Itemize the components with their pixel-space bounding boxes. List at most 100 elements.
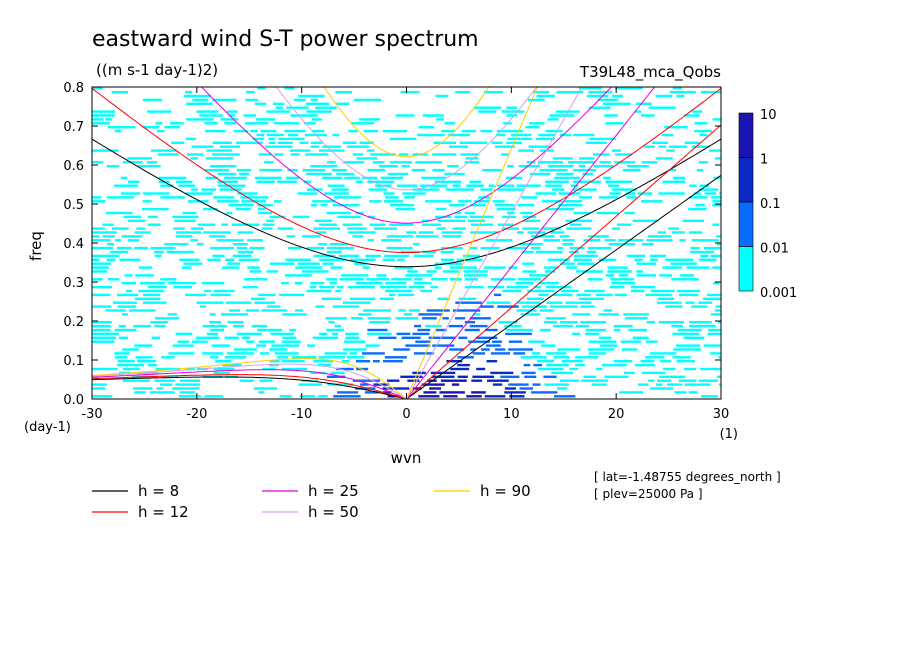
heatmap-cell [418,231,434,234]
heatmap-cell [557,246,564,250]
heatmap-cell [329,243,349,246]
heatmap-cell [160,196,185,199]
y-unit-label: (day-1) [24,420,71,435]
heatmap-cell [553,293,573,297]
heatmap-cell [415,161,442,164]
heatmap-cell [325,317,348,320]
heatmap-cell [245,98,258,102]
heatmap-cell [418,313,443,316]
heatmap-cell [143,192,170,195]
heatmap-cell [533,90,549,94]
heatmap-cell [500,375,520,378]
heatmap-cell [298,383,322,386]
heatmap-cell [398,293,414,297]
heatmap-cell [531,391,558,394]
heatmap-cell [522,270,537,273]
heatmap-cell [262,223,275,226]
heatmap-cell [407,379,420,382]
colorbar-swatch [738,201,754,247]
heatmap-cell [689,196,708,199]
heatmap-cell [429,387,442,390]
heatmap-cell [564,200,582,203]
heatmap-cell [533,363,542,367]
x-tick-label: -30 [81,407,102,422]
heatmap-cell [569,367,578,371]
heatmap-cell [625,192,636,195]
heatmap-cell [335,289,342,293]
heatmap-cell [462,254,480,258]
heatmap-cell [691,110,703,113]
heatmap-cell [381,239,402,242]
heatmap-cell [623,371,635,375]
heatmap-cell [279,395,292,398]
heatmap-cell [142,200,152,203]
heatmap-cell [404,196,415,199]
heatmap-cell [122,367,140,371]
heatmap-cell [179,391,196,394]
heatmap-cell [386,246,413,250]
heatmap-cell [258,340,275,343]
heatmap-cell [399,153,409,156]
heatmap-cell [281,367,307,371]
colorbar-label: 0.01 [760,242,789,257]
heatmap-cell [538,367,564,371]
heatmap-cell [501,110,525,113]
heatmap-cell [343,301,371,304]
heatmap-cell [657,231,666,234]
heatmap-cell [231,223,260,226]
heatmap-cell [622,348,638,351]
heatmap-cell [138,266,153,269]
heatmap-cell [405,274,433,277]
heatmap-cell [454,211,462,215]
heatmap-cell [614,161,636,164]
heatmap-cell [718,356,721,359]
heatmap-cell [220,118,239,121]
heatmap-cell [689,321,712,324]
heatmap-cell [333,395,361,398]
heatmap-cell [636,270,643,273]
heatmap-cell [522,305,547,308]
heatmap-cell [199,305,206,308]
heatmap-cell [552,324,574,328]
heatmap-cell [637,383,649,386]
heatmap-cells [92,87,721,398]
heatmap-cell [719,192,721,195]
heatmap-cell [515,282,534,285]
heatmap-cell [368,188,387,191]
heatmap-cell [543,239,561,242]
heatmap-cell [551,371,574,375]
heatmap-cell [711,196,721,199]
heatmap-cell [335,102,350,105]
heatmap-cell [201,282,225,285]
heatmap-cell [195,336,220,339]
heatmap-cell [561,289,579,293]
heatmap-cell [603,309,613,312]
heatmap-cell [560,321,578,324]
heatmap-cell [516,309,537,312]
heatmap-cell [204,395,224,398]
heatmap-cell [378,336,397,339]
heatmap-cell [578,165,586,168]
heatmap-cell [678,379,697,382]
heatmap-cell [342,141,357,144]
heatmap-cell [667,383,683,386]
heatmap-cell [210,246,235,250]
heatmap-cell [492,200,505,203]
heatmap-cell [324,192,349,195]
heatmap-cell [279,293,305,297]
heatmap-cell [281,340,301,343]
heatmap-cell [359,141,374,144]
heatmap-cell [246,340,255,343]
heatmap-cell [615,87,643,90]
heatmap-cell [247,266,260,269]
heatmap-cell [315,106,337,109]
heatmap-cell [669,168,676,172]
heatmap-cell [508,340,523,343]
heatmap-cell [318,356,346,359]
heatmap-cell [349,352,357,355]
colorbar-label: 1 [760,153,768,168]
heatmap-cell [134,391,146,394]
heatmap-cell [660,360,671,363]
heatmap-cell [303,180,311,183]
heatmap-cell [265,145,293,148]
